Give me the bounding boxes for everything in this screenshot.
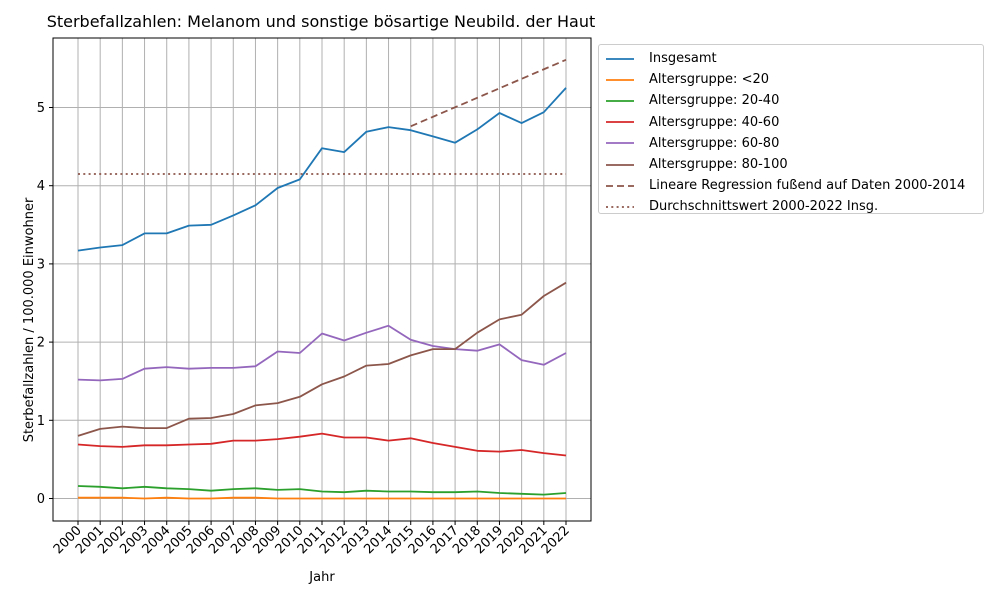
svg-text:5: 5: [37, 101, 45, 116]
legend-swatch-icon: [605, 116, 635, 128]
series-group: [77, 58, 567, 500]
series-line: [78, 496, 566, 500]
series-line: [77, 432, 567, 457]
chart-title: Sterbefallzahlen: Melanom und sonstige b…: [46, 12, 596, 31]
legend-swatch-icon: [605, 53, 635, 65]
y-axis-label: Sterbefallzahlen / 100.000 Einwohner: [22, 197, 37, 443]
series-line: [77, 485, 567, 496]
grid: [53, 38, 591, 521]
svg-text:1: 1: [37, 414, 45, 429]
svg-text:0: 0: [37, 492, 45, 507]
legend-label: Insgesamt: [649, 51, 717, 67]
legend-swatch-icon: [605, 95, 635, 107]
legend-swatch-icon: [605, 159, 635, 171]
legend-item: Lineare Regression fußend auf Daten 2000…: [605, 175, 983, 196]
svg-text:2: 2: [37, 336, 45, 351]
legend-label: Durchschnittswert 2000-2022 Insg.: [649, 199, 879, 215]
legend-item: Insgesamt: [605, 48, 983, 69]
legend-swatch-icon: [605, 180, 635, 192]
svg-text:3: 3: [37, 257, 45, 272]
series-line: [77, 324, 567, 382]
legend-swatch-icon: [605, 201, 635, 213]
series-line: [77, 87, 567, 252]
legend-swatch-icon: [605, 74, 635, 86]
chart-legend: Insgesamt Altersgruppe: <20 Altersgruppe: …: [598, 44, 984, 214]
legend-label: Altersgruppe: <20: [649, 72, 770, 88]
legend-label: Lineare Regression fußend auf Daten 2000…: [649, 178, 966, 194]
legend-item: Durchschnittswert 2000-2022 Insg.: [605, 196, 983, 217]
legend-item: Altersgruppe: 20-40: [605, 90, 983, 111]
series-line: [410, 58, 567, 128]
legend-item: Altersgruppe: 60-80: [605, 133, 983, 154]
x-axis-label: Jahr: [309, 570, 335, 585]
legend-swatch-icon: [605, 137, 635, 149]
legend-label: Altersgruppe: 60-80: [649, 135, 780, 151]
legend-label: Altersgruppe: 80-100: [649, 157, 788, 173]
legend-label: Altersgruppe: 20-40: [649, 93, 780, 109]
legend-item: Altersgruppe: 80-100: [605, 154, 983, 175]
y-axis-ticks: 0 1 2 3 4 5: [37, 101, 53, 507]
svg-text:4: 4: [37, 179, 45, 194]
legend-label: Altersgruppe: 40-60: [649, 114, 780, 130]
series-line: [77, 281, 567, 437]
legend-item: Altersgruppe: 40-60: [605, 112, 983, 133]
legend-item: Altersgruppe: <20: [605, 69, 983, 90]
x-axis-ticks: 2000200120022003200420052006200720082009…: [51, 521, 573, 557]
